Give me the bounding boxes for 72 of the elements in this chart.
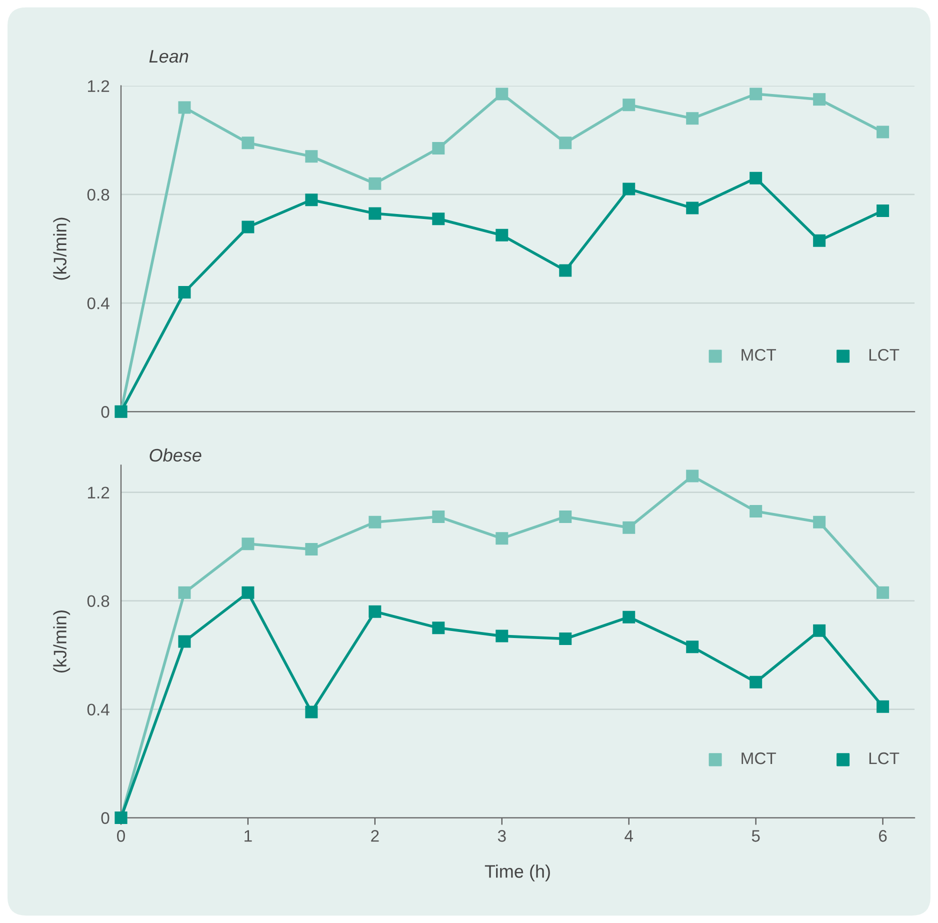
point	[559, 632, 572, 646]
point	[178, 101, 191, 114]
x-tick-label: 0	[117, 830, 125, 842]
legend-label: MCT	[742, 752, 776, 764]
y-tick-label: 1.2	[88, 80, 110, 92]
point	[305, 194, 318, 206]
point	[559, 136, 572, 150]
point	[432, 622, 445, 634]
point	[368, 516, 382, 528]
y-tick-label: 0.8	[87, 595, 110, 608]
point	[178, 286, 191, 298]
x-tick-label: 4	[624, 830, 634, 842]
point	[305, 706, 318, 718]
point	[686, 112, 699, 125]
point	[622, 182, 636, 196]
point	[496, 88, 508, 100]
point	[813, 234, 826, 247]
point	[242, 538, 254, 550]
point	[242, 586, 254, 599]
chart-title: Lean	[149, 50, 188, 63]
point	[813, 93, 826, 106]
point	[813, 516, 826, 528]
point	[876, 700, 890, 713]
y-axis-title: (kJ/min)	[53, 610, 70, 672]
point	[876, 204, 890, 217]
point	[813, 624, 826, 637]
x-axis-title: Time (h)	[484, 864, 550, 882]
y-tick-label: 0	[101, 406, 110, 418]
point	[432, 212, 445, 226]
y-tick-label: 0.4	[87, 297, 110, 310]
point	[622, 610, 636, 624]
legend-label: LCT	[869, 752, 900, 764]
point	[432, 142, 445, 155]
point	[496, 532, 508, 545]
point	[368, 605, 382, 618]
point	[559, 264, 572, 277]
point	[876, 586, 890, 599]
point	[496, 228, 508, 242]
point	[750, 505, 762, 518]
point	[368, 177, 382, 190]
x-tick-label: 3	[498, 830, 506, 842]
point	[686, 640, 699, 654]
point	[178, 586, 191, 599]
point	[622, 98, 636, 112]
point	[686, 202, 699, 214]
x-tick-label: 2	[371, 830, 379, 842]
y-tick-label: 1.2	[88, 486, 110, 498]
point	[750, 676, 762, 688]
point	[750, 172, 762, 184]
x-tick-label: 5	[752, 830, 760, 842]
y-tick-label: 0	[101, 812, 110, 824]
chart-title: Obese	[150, 448, 202, 462]
point	[559, 510, 572, 523]
point	[305, 150, 318, 163]
point	[622, 521, 636, 534]
point	[305, 543, 318, 556]
point	[242, 220, 254, 234]
y-tick-label: 0.4	[87, 704, 110, 716]
point	[686, 470, 699, 482]
legend-label: LCT	[869, 348, 900, 361]
point	[368, 207, 382, 220]
point	[876, 126, 890, 138]
point	[178, 635, 191, 648]
y-tick-label: 0.8	[87, 188, 110, 201]
y-axis-title: (kJ/min)	[53, 218, 70, 280]
point	[750, 88, 762, 100]
point	[496, 630, 508, 642]
x-tick-label: 6	[879, 830, 887, 842]
point	[242, 136, 254, 150]
point	[432, 510, 445, 523]
x-tick-label: 1	[244, 830, 252, 842]
legend-label: MCT	[742, 348, 776, 361]
